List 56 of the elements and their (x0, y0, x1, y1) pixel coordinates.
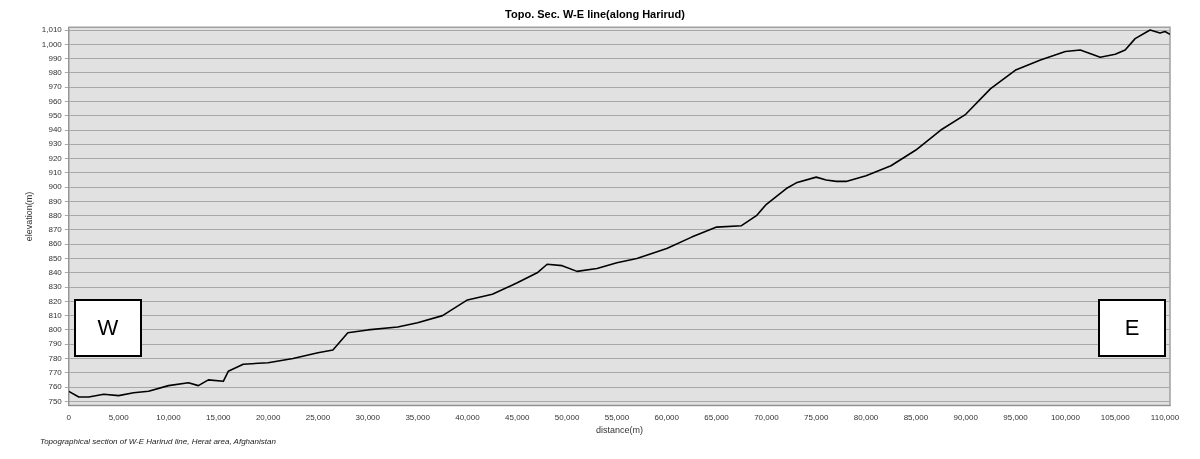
y-tick-label: 840 (48, 268, 63, 278)
y-tick-label: 760 (48, 382, 63, 392)
text: Topographical section of W-E Harirud line, Herat area, Afghanistan (40, 437, 276, 446)
y-tick-label: 930 (48, 139, 63, 149)
y-tick-label: 810 (48, 310, 63, 320)
y-tick-label: 980 (48, 68, 63, 78)
y-tick-label: 770 (48, 367, 63, 377)
x-tick-label: 80,000 (853, 412, 879, 422)
x-tick-label: 50,000 (554, 412, 580, 422)
x-tick-label: 60,000 (654, 412, 680, 422)
x-tick-label: 90,000 (953, 412, 979, 422)
x-tick-label: 45,000 (505, 412, 531, 422)
x-tick-label: 35,000 (405, 412, 431, 422)
y-tick-label: 900 (48, 182, 63, 192)
x-tick-label: 20,000 (255, 412, 281, 422)
y-tick-label: 990 (48, 53, 63, 63)
y-tick-label: 850 (48, 253, 63, 263)
y-tick-label: 870 (48, 225, 63, 235)
x-axis-title: distance(m) (595, 425, 643, 436)
y-tick-label: 830 (48, 282, 63, 292)
x-tick-label: 70,000 (754, 412, 780, 422)
chart-title: Topo. Sec. W-E line(along Harirud) (505, 7, 686, 20)
x-tick-label: 10,000 (156, 412, 182, 422)
x-tick-label: 55,000 (604, 412, 630, 422)
x-tick-label: 65,000 (704, 412, 730, 422)
y-tick-label: 750 (48, 396, 63, 406)
y-tick-label: 820 (48, 296, 63, 306)
x-tick-label: 30,000 (355, 412, 381, 422)
y-tick-label: 910 (48, 168, 63, 178)
annotation: W (73, 298, 142, 357)
x-tick-label: 85,000 (903, 412, 929, 422)
x-tick-label: 5,000 (108, 412, 130, 422)
x-tick-label: 95,000 (1003, 412, 1029, 422)
y-tick-label: 880 (48, 210, 63, 220)
x-tick-label: 0 (66, 412, 72, 422)
y-tick-label: 780 (48, 353, 63, 363)
x-tick-label: 75,000 (803, 412, 830, 422)
y-tick-label: 920 (48, 153, 63, 163)
y-tick-label: 800 (48, 325, 63, 335)
y-tick-label: 950 (48, 110, 63, 120)
y-tick-label: 1,010 (41, 25, 63, 35)
x-tick-label: 25,000 (305, 412, 331, 422)
annotation: E (1098, 298, 1166, 357)
y-tick-label: 970 (48, 82, 63, 92)
y-tick-label: 790 (48, 339, 63, 349)
x-tick-label: 40,000 (455, 412, 481, 422)
y-tick-label: 890 (48, 196, 63, 206)
x-tick-label: 105,000 (1100, 412, 1131, 422)
y-tick-label: 960 (48, 96, 63, 106)
x-tick-label: 100,000 (1050, 412, 1081, 422)
y-tick-label: 860 (48, 239, 63, 249)
y-axis-title: elevation(m) (23, 191, 34, 242)
x-tick-label: 110,000 (1150, 412, 1180, 422)
y-tick-label: 1,000 (41, 39, 63, 49)
y-tick-label: 940 (48, 125, 63, 135)
x-tick-label: 15,000 (206, 412, 232, 422)
